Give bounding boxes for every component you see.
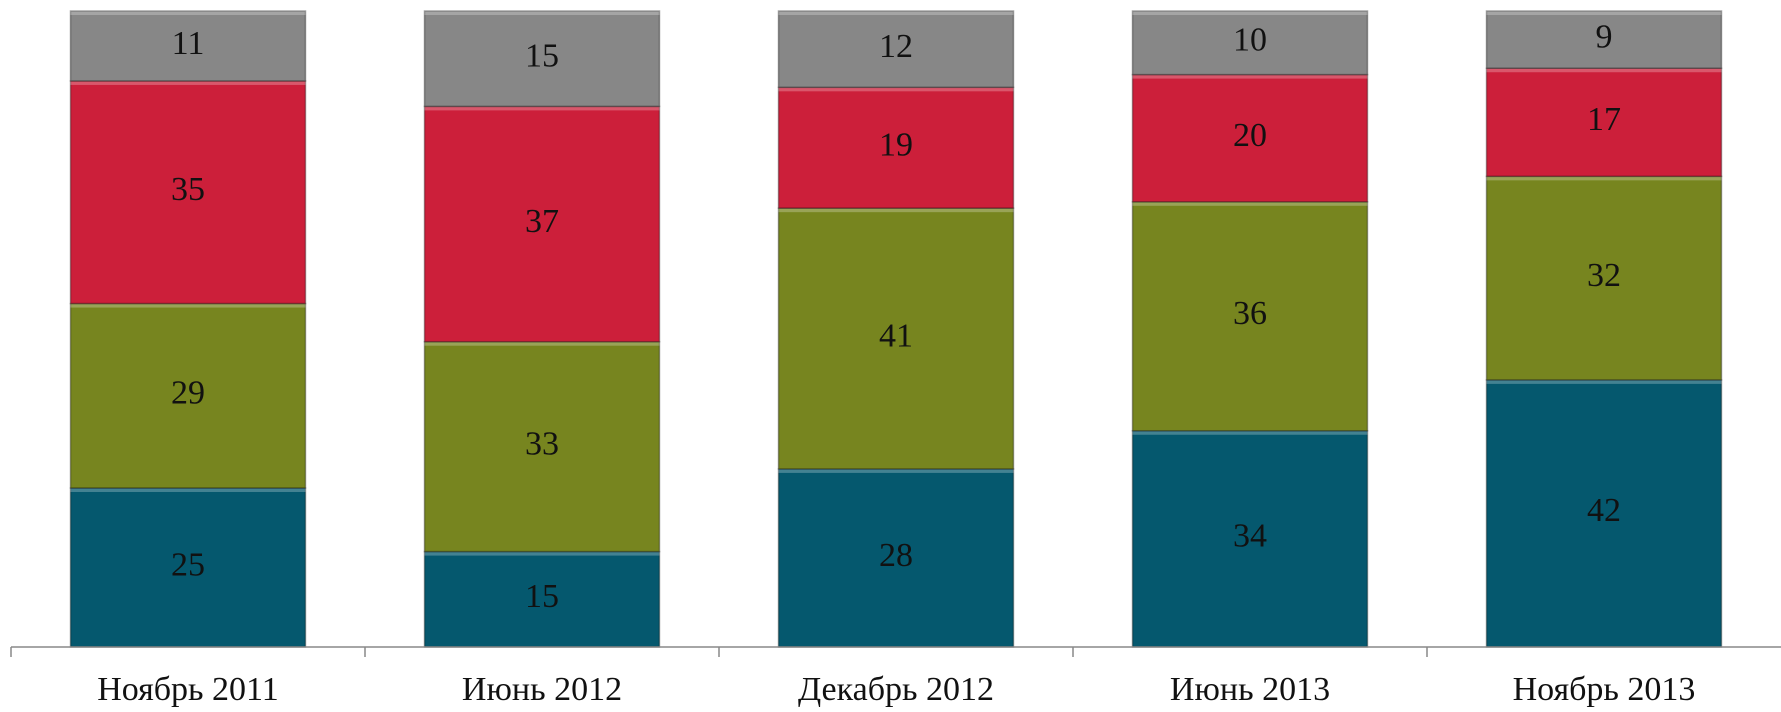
bar-segment: [777, 468, 1015, 648]
bar-highlight: [1132, 430, 1368, 435]
bar-segment: [777, 207, 1015, 470]
bar-highlight: [778, 468, 1014, 473]
bar-highlight: [1132, 74, 1368, 79]
bar-highlight: [424, 106, 660, 111]
bar-highlight: [1486, 176, 1722, 181]
bar-highlight: [1486, 68, 1722, 73]
data-label: 29: [171, 375, 205, 412]
data-label: 34: [1233, 518, 1267, 555]
bar-highlight: [424, 551, 660, 556]
data-label: 11: [172, 25, 205, 62]
data-label: 19: [879, 127, 913, 164]
data-label: 42: [1587, 492, 1621, 529]
x-tick-label: Ноябрь 2011: [97, 671, 279, 708]
bar-highlight: [778, 11, 1014, 15]
bar-segment: [1131, 430, 1369, 648]
x-tick-label: Декабрь 2012: [798, 671, 994, 708]
bar-segment: [1131, 201, 1369, 432]
x-tick-label: Июнь 2013: [1170, 671, 1330, 708]
bar-segment: [1485, 175, 1723, 381]
data-label: 10: [1233, 22, 1267, 59]
bar-segment: [423, 10, 661, 108]
data-label: 41: [879, 317, 913, 354]
data-label: 35: [171, 171, 205, 208]
bar-segment: [69, 487, 307, 648]
bar-highlight: [1132, 11, 1368, 15]
bar-highlight: [424, 11, 660, 15]
bar-segment: [777, 10, 1015, 89]
data-label: 12: [879, 28, 913, 65]
bar-segment: [423, 340, 661, 553]
data-label: 20: [1233, 117, 1267, 154]
bar-highlight: [70, 303, 306, 308]
data-label: 37: [525, 203, 559, 240]
bar-segment: [1485, 379, 1723, 648]
bar-segment: [423, 105, 661, 343]
bar-segment: [1131, 10, 1369, 76]
bar-highlight: [70, 80, 306, 85]
bar-segment: [1485, 10, 1723, 69]
data-label: 15: [525, 37, 559, 74]
bar-highlight: [70, 11, 306, 15]
x-tick-label: Ноябрь 2013: [1513, 671, 1696, 708]
bar-highlight: [424, 341, 660, 346]
bar-highlight: [1132, 201, 1368, 206]
data-label: 9: [1596, 18, 1613, 55]
bar-highlight: [1486, 11, 1722, 15]
bar-segment: [777, 86, 1015, 209]
data-label: 17: [1587, 101, 1621, 138]
data-label: 32: [1587, 257, 1621, 294]
bar-segment: [69, 10, 307, 82]
bar-segment: [423, 550, 661, 648]
bar-highlight: [1486, 379, 1722, 384]
data-label: 33: [525, 425, 559, 462]
data-label: 15: [525, 578, 559, 615]
data-label: 28: [879, 537, 913, 574]
bar-highlight: [778, 87, 1014, 92]
bar-highlight: [778, 208, 1014, 213]
bar-segment: [69, 302, 307, 489]
x-tick-label: Июнь 2012: [462, 671, 622, 708]
bar-highlight: [70, 488, 306, 492]
data-label: 36: [1233, 295, 1267, 332]
data-label: 25: [171, 546, 205, 583]
bar-segment: [1485, 67, 1723, 178]
bar-segment: [69, 80, 307, 305]
